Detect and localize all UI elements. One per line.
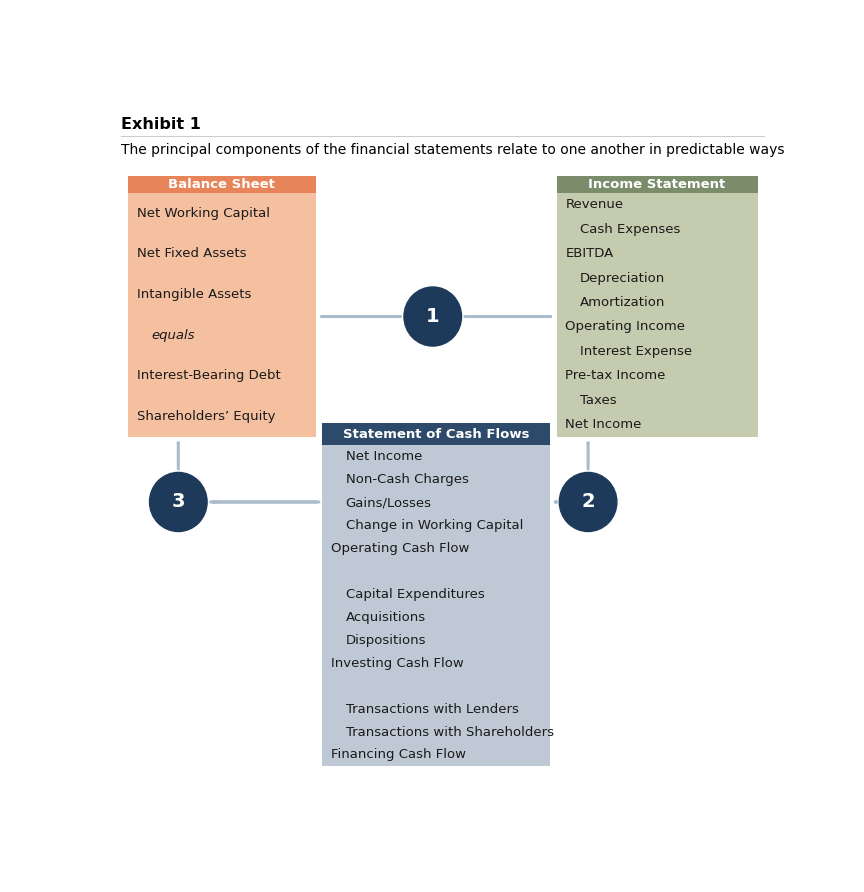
FancyBboxPatch shape: [322, 423, 550, 445]
Text: Operating Cash Flow: Operating Cash Flow: [331, 542, 469, 555]
Text: Revenue: Revenue: [565, 198, 624, 211]
Text: Capital Expenditures: Capital Expenditures: [346, 588, 485, 601]
Text: Transactions with Lenders: Transactions with Lenders: [346, 703, 518, 715]
FancyBboxPatch shape: [128, 176, 315, 193]
Text: Interest Expense: Interest Expense: [580, 345, 692, 358]
Text: 1: 1: [426, 307, 440, 326]
Text: Income Statement: Income Statement: [588, 178, 726, 191]
Text: Intangible Assets: Intangible Assets: [137, 288, 251, 301]
FancyBboxPatch shape: [322, 445, 550, 766]
Text: Taxes: Taxes: [580, 393, 617, 407]
Text: Shareholders’ Equity: Shareholders’ Equity: [137, 410, 276, 423]
Text: Amortization: Amortization: [580, 296, 665, 309]
Text: Cash Expenses: Cash Expenses: [580, 223, 681, 235]
FancyBboxPatch shape: [128, 193, 315, 437]
Text: Net Fixed Assets: Net Fixed Assets: [137, 247, 246, 260]
Circle shape: [559, 473, 617, 532]
Text: Pre-tax Income: Pre-tax Income: [565, 369, 665, 382]
Circle shape: [149, 473, 207, 532]
Text: Exhibit 1: Exhibit 1: [121, 118, 201, 132]
Circle shape: [404, 287, 461, 346]
Text: Interest-Bearing Debt: Interest-Bearing Debt: [137, 369, 281, 382]
FancyBboxPatch shape: [556, 176, 758, 193]
Text: Investing Cash Flow: Investing Cash Flow: [331, 657, 464, 670]
Text: 2: 2: [581, 492, 595, 511]
Text: EBITDA: EBITDA: [565, 247, 613, 260]
Text: Non-Cash Charges: Non-Cash Charges: [346, 474, 468, 486]
Text: Net Working Capital: Net Working Capital: [137, 207, 270, 219]
Text: Dispositions: Dispositions: [346, 633, 426, 647]
Text: Balance Sheet: Balance Sheet: [168, 178, 276, 191]
Text: equals: equals: [151, 328, 195, 342]
Text: 3: 3: [172, 492, 185, 511]
Text: Operating Income: Operating Income: [565, 320, 685, 334]
Text: Gains/Losses: Gains/Losses: [346, 496, 432, 509]
Text: Net Income: Net Income: [346, 450, 422, 463]
Text: Depreciation: Depreciation: [580, 271, 665, 285]
Text: Change in Working Capital: Change in Working Capital: [346, 519, 523, 533]
Text: Financing Cash Flow: Financing Cash Flow: [331, 748, 466, 762]
Text: Net Income: Net Income: [565, 418, 642, 431]
FancyBboxPatch shape: [556, 193, 758, 437]
Text: Statement of Cash Flows: Statement of Cash Flows: [343, 427, 530, 441]
Text: Transactions with Shareholders: Transactions with Shareholders: [346, 725, 554, 739]
Text: Acquisitions: Acquisitions: [346, 611, 426, 624]
Text: The principal components of the financial statements relate to one another in pr: The principal components of the financia…: [121, 143, 785, 157]
